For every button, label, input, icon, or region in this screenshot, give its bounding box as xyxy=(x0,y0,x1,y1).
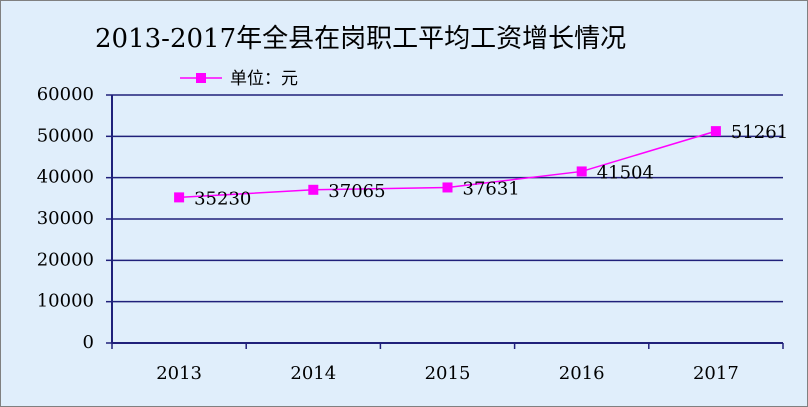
y-tick-label: 60000 xyxy=(37,84,94,105)
y-tick-label: 40000 xyxy=(37,167,94,188)
chart-title: 2013-2017年全县在岗职工平均工资增长情况 xyxy=(95,24,626,54)
data-label: 37631 xyxy=(463,178,520,199)
y-tick-label: 0 xyxy=(83,332,94,353)
y-tick-label: 20000 xyxy=(37,249,94,270)
marker xyxy=(442,182,453,193)
data-label: 41504 xyxy=(597,162,654,183)
marker xyxy=(174,192,185,203)
x-tick-label: 2017 xyxy=(693,363,739,384)
y-tick-label: 50000 xyxy=(37,125,94,146)
y-tick-label: 10000 xyxy=(37,291,94,312)
legend-label: 单位：元 xyxy=(230,69,298,89)
data-label: 51261 xyxy=(731,122,788,143)
x-tick-label: 2016 xyxy=(559,363,605,384)
x-tick-label: 2015 xyxy=(425,363,471,384)
data-label: 37065 xyxy=(328,181,385,202)
x-tick-label: 2013 xyxy=(156,363,202,384)
legend-marker xyxy=(196,73,206,83)
y-tick-label: 30000 xyxy=(37,208,94,229)
marker xyxy=(308,184,319,195)
x-tick-label: 2014 xyxy=(290,363,336,384)
marker xyxy=(576,166,587,177)
marker xyxy=(710,126,721,137)
data-label: 35230 xyxy=(194,188,251,209)
